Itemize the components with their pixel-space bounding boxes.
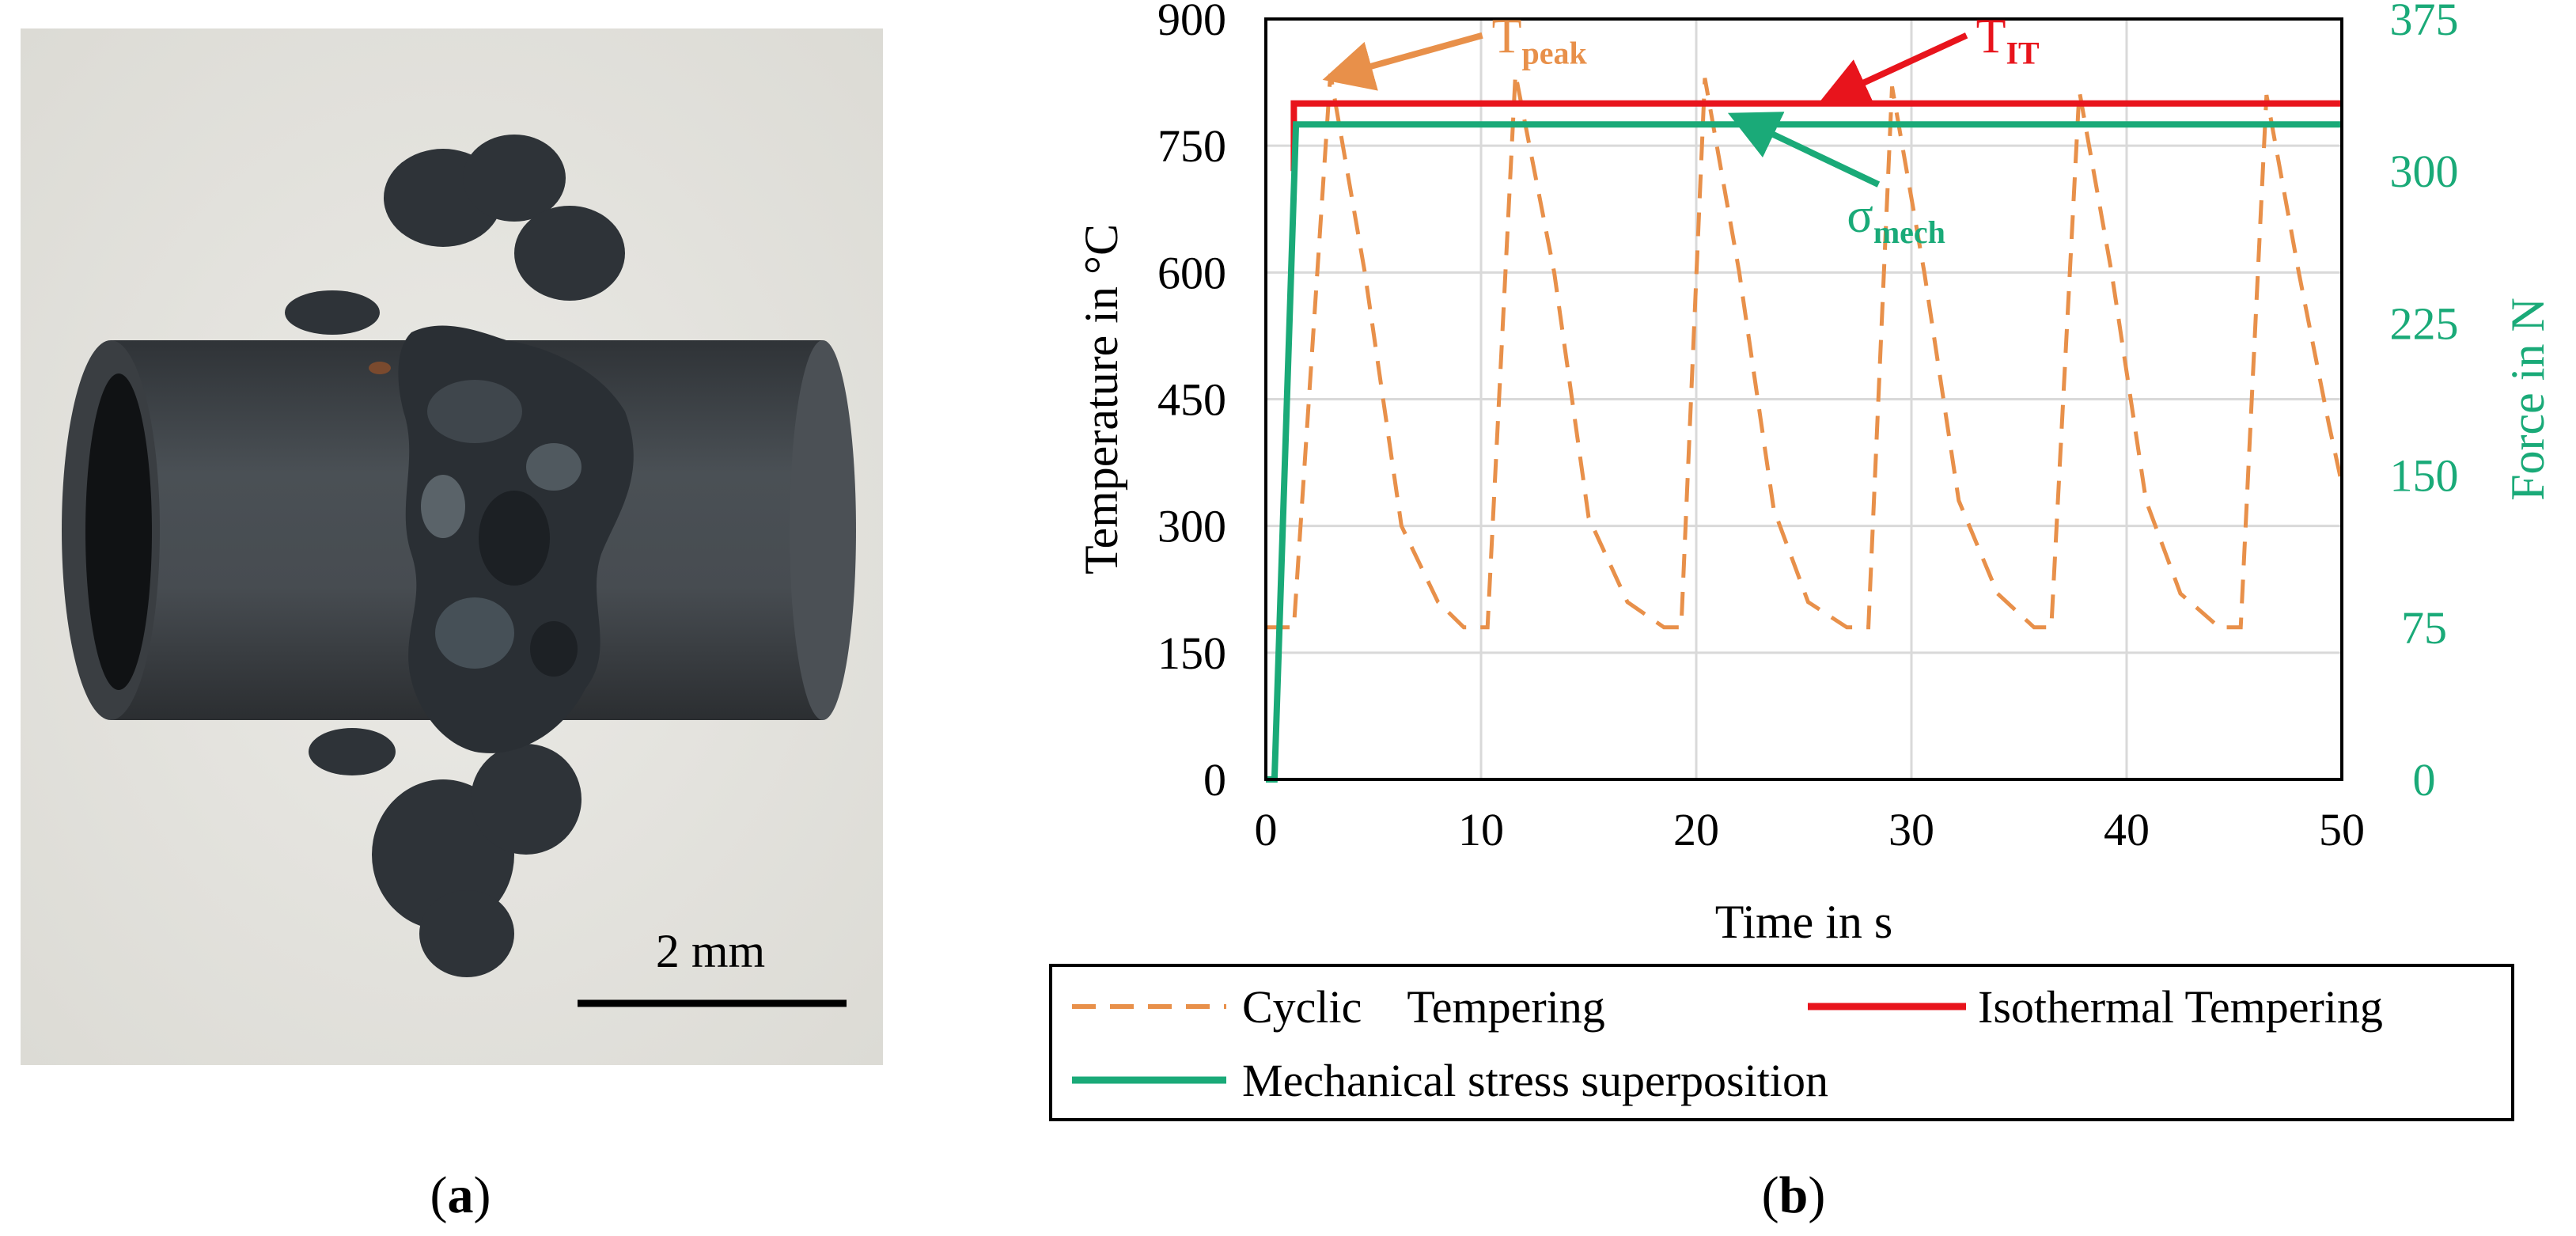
legend-box — [1049, 964, 2514, 1121]
annotation-arrow-0 — [1322, 32, 1483, 91]
legend-label-cyclic: Cyclic Tempering — [1242, 981, 1605, 1033]
chart-annotations: Tpeak TIT σmech — [1322, 10, 2040, 250]
y-tick-label-0: 0 — [1203, 754, 1226, 806]
weld-crust-front — [369, 325, 634, 753]
x-tick-label-0: 0 — [1255, 804, 1278, 855]
scale-bar-label: 2 mm — [656, 925, 765, 977]
chart-legend: Cyclic Tempering Isothermal Tempering Me… — [1049, 964, 2514, 1121]
x-tick-label-1: 10 — [1458, 804, 1504, 855]
y2-tick-label-4: 300 — [2390, 146, 2459, 197]
tube-bore — [85, 373, 152, 690]
panel-label-b: (b) — [1762, 1166, 1826, 1224]
chart-grid — [1266, 19, 2342, 779]
y-tick-label-5: 750 — [1157, 120, 1226, 172]
series-line-0 — [1266, 73, 2344, 630]
y2-tick-label-2: 150 — [2390, 450, 2459, 502]
y2-tick-label-3: 225 — [2390, 298, 2459, 349]
y-axis-label: Temperature in °C — [1075, 224, 1127, 574]
plot-frame — [1264, 17, 2343, 781]
chart-ticks: 0 10 20 30 40 50 0 150 300 450 600 750 900 0 75 150 225 3… — [1157, 0, 2459, 855]
x-tick-label-5: 50 — [2319, 804, 2365, 855]
x-axis-label: Time in s — [1715, 896, 1893, 948]
annotation-label-1: TIT — [1976, 10, 2040, 71]
y-tick-label-1: 150 — [1157, 627, 1226, 679]
x-tick-label-4: 40 — [2104, 804, 2150, 855]
chart-axes — [1264, 17, 2343, 781]
y-tick-label-4: 600 — [1157, 247, 1226, 298]
annotation-arrow-1 — [1818, 32, 1968, 106]
x-tick-label-2: 20 — [1673, 804, 1719, 855]
y2-axis-label: Force in N — [2502, 298, 2554, 501]
y2-tick-label-5: 375 — [2390, 0, 2459, 45]
legend-label-mechanical: Mechanical stress superposition — [1242, 1055, 1828, 1106]
annotation-label-0: Tpeak — [1492, 10, 1588, 71]
y-tick-label-3: 450 — [1157, 374, 1226, 426]
annotation-arrow-2 — [1727, 112, 1881, 188]
specimen-photo: 2 mm — [21, 28, 883, 1065]
y2-tick-label-1: 75 — [2401, 602, 2447, 654]
y-tick-label-2: 300 — [1157, 501, 1226, 552]
weld-crust-back — [285, 135, 625, 977]
tube-right-end — [790, 340, 856, 720]
x-tick-label-3: 30 — [1888, 804, 1934, 855]
y-tick-label-6: 900 — [1157, 0, 1226, 45]
panel-label-a: (a) — [430, 1166, 491, 1224]
temperature-force-chart: 0 10 20 30 40 50 0 150 300 450 600 750 900 0 75 150 225 3… — [1049, 0, 2554, 1121]
y2-tick-label-0: 0 — [2413, 754, 2436, 806]
annotation-label-2: σmech — [1847, 189, 1945, 250]
legend-label-isothermal: Isothermal Tempering — [1978, 981, 2383, 1033]
